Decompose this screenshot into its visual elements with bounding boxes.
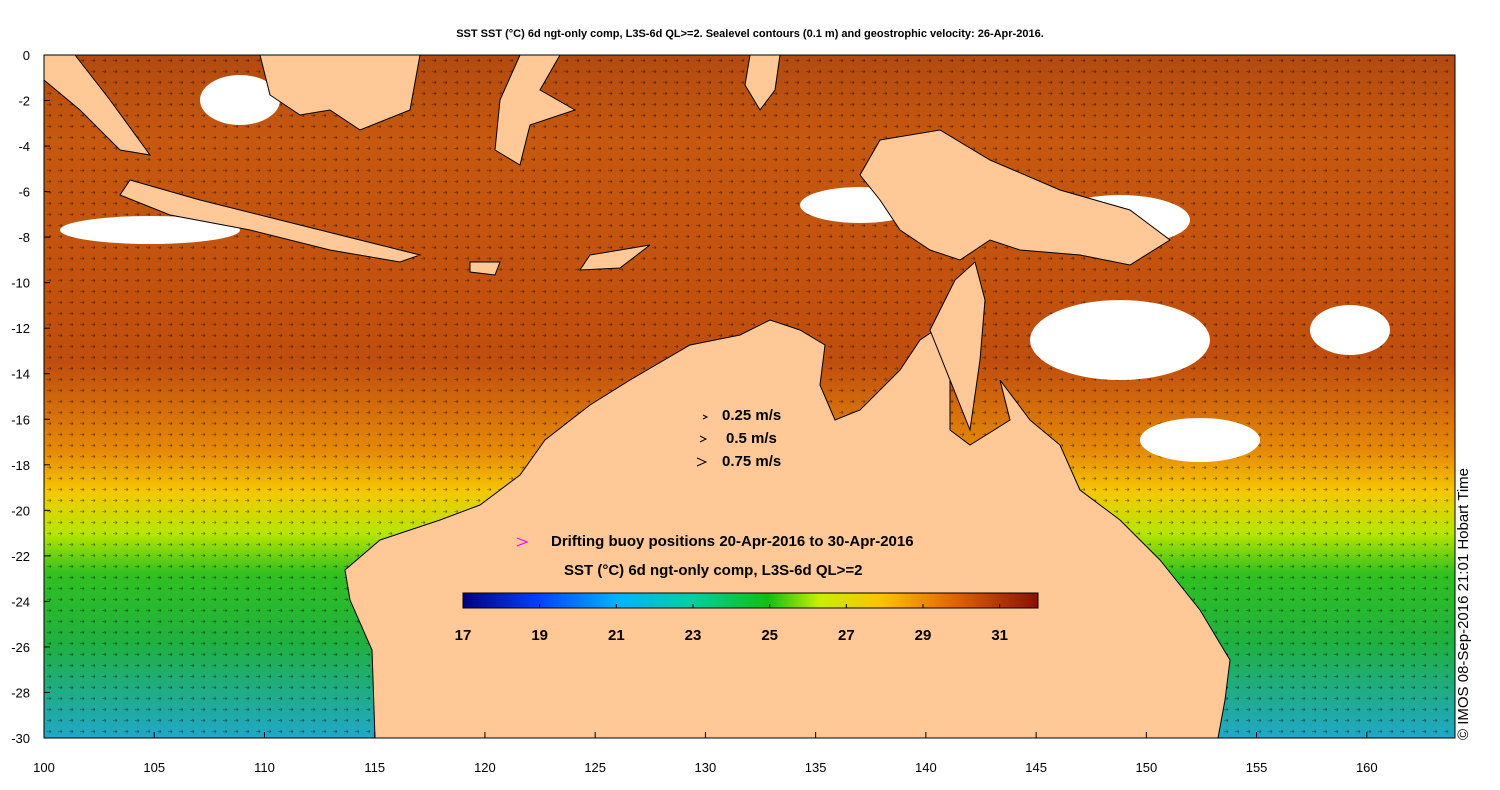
velocity-legend-arrows [696,414,709,467]
colorbar-title: SST (°C) 6d ngt-only comp, L3S-6d QL>=2 [564,562,863,579]
y-tick-label: -22 [11,549,30,564]
colorbar [462,592,1039,609]
colorbar-tick-label: 27 [838,627,855,644]
x-tick-label: 140 [915,760,937,775]
y-tick-label: -16 [11,412,30,427]
x-tick-label: 100 [33,760,55,775]
sulawesi [494,54,577,166]
java [119,179,422,263]
y-tick-label: -28 [11,685,30,700]
y-tick-label: -26 [11,640,30,655]
cape-york [929,261,986,432]
map-title: SST SST (°C) 6d ngt-only comp, L3S-6d QL… [456,28,1044,40]
sumatra [43,54,152,156]
colorbar-ticks: 17 19 21 23 25 27 29 31 [455,604,1008,644]
australia-landmass [344,319,1231,739]
y-tick-label: -2 [18,94,30,109]
colorbar-tick-label: 21 [608,627,625,644]
land [43,54,1231,739]
new-guinea [859,129,1171,266]
plot-frame [43,54,1456,739]
credit-label: © IMOS 08-Sep-2016 21:01 Hobart Time [1455,467,1472,740]
x-tick-label: 135 [805,760,827,775]
velocity-label-1: 0.25 m/s [722,407,781,424]
colorbar-tick-label: 29 [915,627,932,644]
x-tick-label: 105 [143,760,165,775]
x-tick-label: 160 [1356,760,1378,775]
y-tick-label: -10 [11,276,30,291]
x-axis: 100 105 110 115 120 125 130 135 140 145 150 155 160 [33,732,1378,775]
colorbar-tick-label: 25 [761,627,778,644]
colorbar-tick-label: 19 [531,627,548,644]
y-tick-label: -6 [18,185,30,200]
borneo [259,54,421,131]
velocity-label-2: 0.5 m/s [726,430,777,447]
x-tick-label: 130 [695,760,717,775]
y-tick-label: -20 [11,503,30,518]
y-tick-label: -30 [11,731,30,746]
colorbar-tick-label: 17 [455,627,472,644]
x-tick-label: 115 [364,760,385,775]
x-tick-label: 120 [474,760,496,775]
y-tick-label: -18 [11,458,30,473]
y-tick-label: 0 [23,48,30,63]
velocity-label-3: 0.75 m/s [722,453,781,470]
colorbar-tick-label: 31 [991,627,1008,644]
y-tick-label: -12 [11,321,30,336]
y-tick-label: -14 [11,367,30,382]
y-tick-label: -24 [11,594,30,609]
y-tick-label: -8 [18,230,30,245]
timor [579,244,651,271]
x-tick-label: 110 [254,760,275,775]
y-tick-label: -4 [18,139,30,154]
buoy-label: Drifting buoy positions 20-Apr-2016 to 3… [551,533,914,550]
x-tick-label: 155 [1246,760,1268,775]
colorbar-tick-label: 23 [685,627,702,644]
x-tick-label: 125 [584,760,606,775]
y-axis: 0 -2 -4 -6 -8 -10 -12 -14 -16 -18 -20 -22 -24 -26 -28 -… [11,48,50,746]
x-tick-label: 150 [1135,760,1157,775]
small-island [469,261,501,276]
buoy-marker-icon [516,537,529,547]
x-tick-label: 145 [1025,760,1047,775]
